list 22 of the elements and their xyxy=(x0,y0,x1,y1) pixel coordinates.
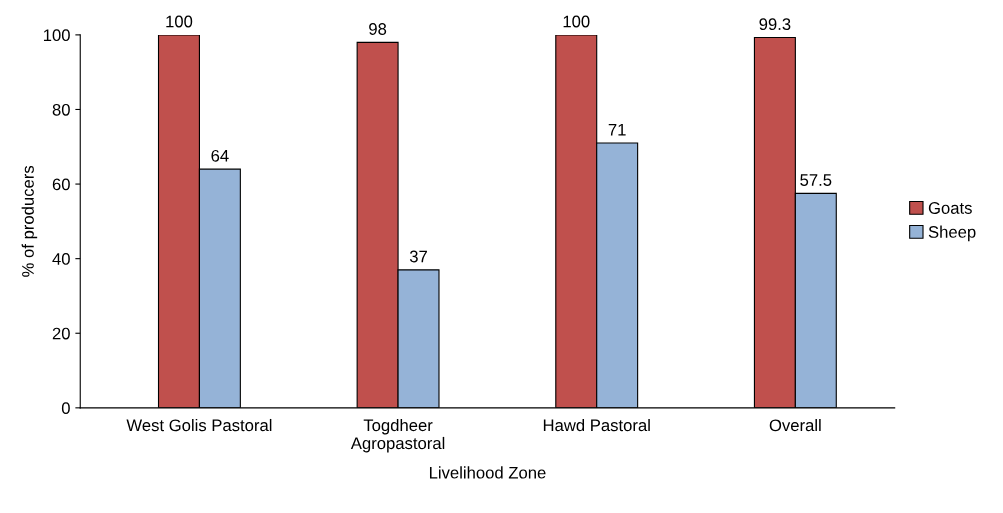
data-label: 64 xyxy=(211,149,229,162)
data-label: 100 xyxy=(166,15,193,28)
y-axis-title: % of producers xyxy=(21,165,38,277)
y-tick-label: 80 xyxy=(52,103,70,116)
y-tick-label: 60 xyxy=(52,178,70,191)
y-tick-label: 0 xyxy=(61,402,70,415)
y-tick-label: 100 xyxy=(43,29,70,42)
x-tick-label: Togdheer Agropastoral xyxy=(350,418,445,453)
data-label: 98 xyxy=(369,23,387,35)
x-tick-label: Overall xyxy=(769,418,821,432)
data-label: 57.5 xyxy=(800,174,832,186)
data-label: 99.3 xyxy=(759,18,791,31)
x-tick-label: West Golis Pastoral xyxy=(126,418,272,432)
data-label: 71 xyxy=(608,123,626,136)
legend-label: Goats xyxy=(928,202,972,214)
y-tick-label: 40 xyxy=(52,253,70,265)
y-tick-label: 20 xyxy=(52,327,70,340)
data-label: 37 xyxy=(409,250,427,263)
x-axis-title: Livelihood Zone xyxy=(429,466,546,479)
x-tick-label: Hawd Pastoral xyxy=(543,418,650,432)
legend-label: Sheep xyxy=(928,225,976,242)
data-label: 100 xyxy=(563,15,590,28)
